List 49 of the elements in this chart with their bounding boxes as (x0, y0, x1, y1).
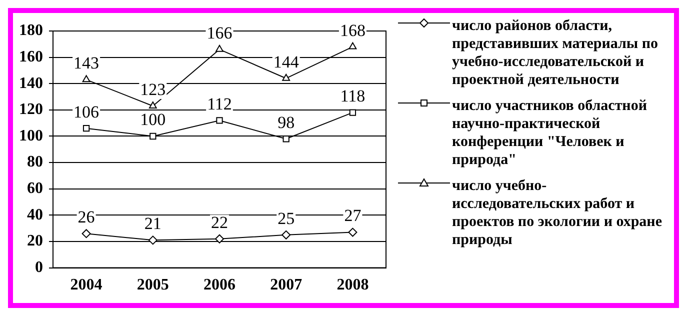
y-tick-label: 100 (19, 127, 43, 144)
data-label: 166 (206, 23, 232, 42)
x-tick-label: 2007 (270, 276, 302, 294)
legend-label: число районов области, представивших материалы по учебно-исследовательской и проектной деятельности (451, 17, 660, 89)
x-tick-label: 2006 (204, 276, 236, 294)
data-label: 26 (78, 208, 95, 227)
point (216, 44, 224, 52)
data-label: 100 (140, 110, 166, 130)
point (349, 109, 356, 116)
point (348, 228, 358, 237)
y-tick-label: 40 (27, 206, 43, 224)
y-tick-label: 180 (19, 22, 43, 40)
data-label: 98 (278, 112, 295, 132)
point (150, 132, 156, 140)
data-label: 144 (273, 52, 300, 72)
data-label: 168 (340, 20, 366, 40)
data-label: 25 (278, 208, 295, 228)
y-tick-label: 20 (27, 232, 43, 250)
x-tick-label: 2004 (70, 276, 102, 294)
data-label: 21 (144, 214, 162, 234)
y-tick-label: 0 (35, 258, 43, 276)
point (148, 101, 157, 108)
point (348, 42, 357, 50)
data-label: 112 (207, 94, 232, 114)
data-label: 143 (74, 54, 100, 73)
point (148, 236, 158, 245)
point (82, 75, 90, 82)
point (82, 125, 90, 132)
point (282, 74, 290, 81)
data-label: 22 (211, 212, 228, 232)
data-label: 118 (340, 86, 366, 106)
point (282, 136, 290, 142)
point (282, 230, 291, 240)
y-tick-label: 160 (19, 48, 43, 66)
point (82, 229, 91, 238)
data-label: 106 (74, 102, 100, 122)
legend-label: число учебно-исследовательских работ и проектов по экологии и охране природы (451, 177, 663, 249)
point (216, 117, 223, 124)
legend-label: число участников областной научно-практической конференции "Человек и природа" (451, 97, 648, 169)
x-tick-label: 2005 (136, 276, 169, 294)
y-tick-label: 60 (27, 180, 43, 198)
y-tick-label: 140 (19, 74, 43, 92)
point (215, 234, 224, 244)
y-tick-label: 120 (19, 101, 43, 118)
y-tick-label: 80 (27, 154, 43, 171)
data-label: 27 (344, 206, 362, 226)
page-frame: 2004 2005 2006 2007 2008 0 20 40 60 80 100 120 140 160 180 26 21 22 25 27 106 100 112 98 118 143 123 166 144 168 число районов области, представивших материалы по учебно-исследовательской и проектной деятельности число участников областной научно-практической конференции "Человек и природа" число учебно-исследовательских работ и проектов по экологии и охране природы (8, 8, 679, 308)
x-tick-label: 2008 (336, 276, 369, 294)
data-label: 123 (140, 80, 166, 99)
